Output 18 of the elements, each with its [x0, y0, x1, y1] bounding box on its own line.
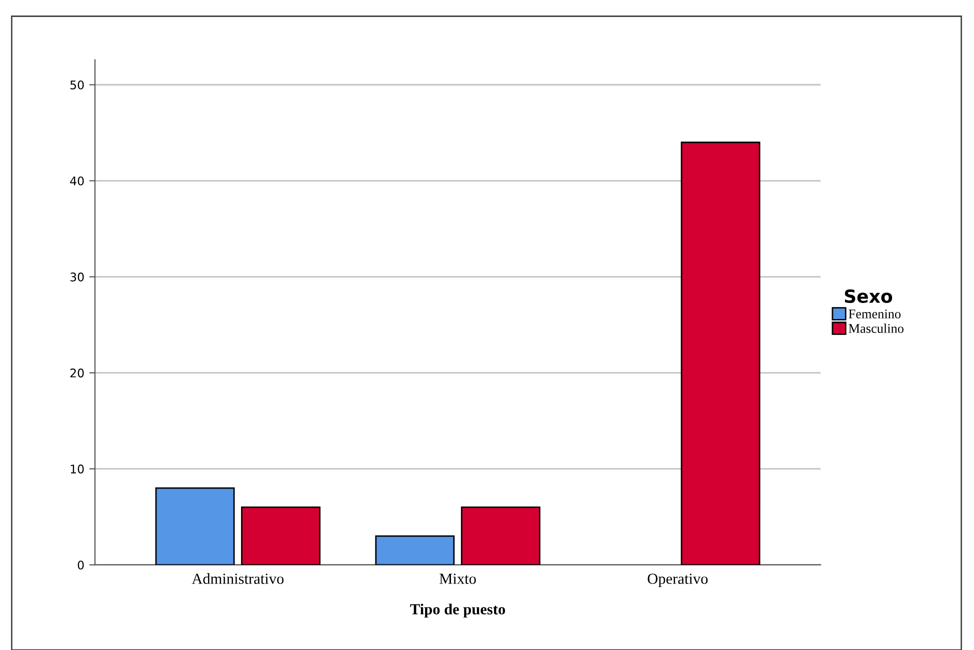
- x-tick-label: Mixto: [440, 574, 476, 584]
- bar: [680, 142, 760, 565]
- bar: [155, 487, 235, 565]
- x-axis-title: Tipo de puesto: [410, 604, 506, 618]
- x-tick-label: Administrativo: [192, 573, 284, 584]
- bar: [375, 535, 455, 565]
- y-tick-label: 10: [70, 464, 84, 474]
- y-tick-label: 50: [70, 80, 84, 90]
- bar: [241, 506, 320, 565]
- legend-label: Masculino: [848, 324, 904, 333]
- y-tick-label: 20: [70, 368, 84, 378]
- y-tick-label: 40: [70, 176, 84, 186]
- legend-label: Femenino: [848, 310, 901, 318]
- y-tick-label: 30: [70, 272, 84, 282]
- x-tick-label: Operativo: [648, 574, 708, 588]
- bar: [460, 506, 540, 565]
- legend-title: Sexo: [844, 289, 892, 304]
- y-tick-label: 0: [78, 560, 84, 570]
